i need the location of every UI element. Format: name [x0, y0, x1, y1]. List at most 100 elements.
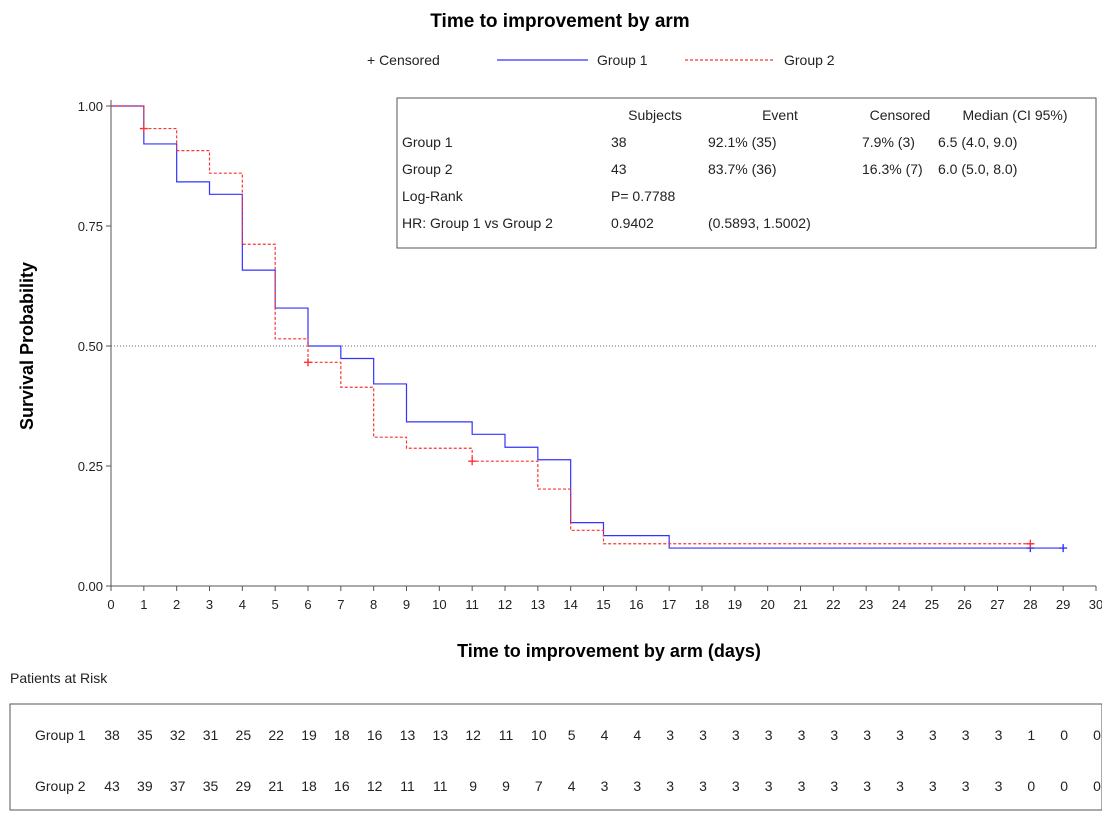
x-tick-label: 8 — [370, 597, 377, 612]
risk-count: 3 — [863, 727, 871, 743]
legend-label-group-2: Group 2 — [784, 52, 835, 68]
risk-count: 3 — [666, 727, 674, 743]
risk-count: 12 — [465, 727, 481, 743]
risk-count: 3 — [732, 778, 740, 794]
x-tick-label: 13 — [531, 597, 545, 612]
stats-cell: 43 — [611, 161, 627, 177]
risk-count: 32 — [170, 727, 186, 743]
x-tick-label: 19 — [728, 597, 742, 612]
stats-cell: (0.5893, 1.5002) — [708, 215, 811, 231]
risk-count: 9 — [469, 778, 477, 794]
stats-header: Median (CI 95%) — [962, 107, 1067, 123]
stats-cell: P= 0.7788 — [611, 188, 675, 204]
censor-mark — [1026, 539, 1035, 548]
x-tick-label: 21 — [793, 597, 807, 612]
risk-count: 4 — [633, 727, 641, 743]
x-tick-label: 20 — [760, 597, 774, 612]
risk-count: 11 — [499, 727, 514, 743]
risk-count: 21 — [268, 778, 284, 794]
x-tick-label: 25 — [925, 597, 939, 612]
stats-cell: 6.0 (5.0, 8.0) — [938, 161, 1017, 177]
risk-count: 38 — [104, 727, 120, 743]
x-tick-label: 15 — [596, 597, 610, 612]
x-tick-label: 6 — [304, 597, 311, 612]
stats-header: Event — [762, 107, 798, 123]
stats-cell: 6.5 (4.0, 9.0) — [938, 134, 1017, 150]
stats-table-cells: Subjects Event Censored Median (CI 95%) Grou… — [402, 107, 1068, 231]
legend-label-group-1: Group 1 — [597, 52, 648, 68]
x-tick-label: 29 — [1056, 597, 1070, 612]
y-tick-label: 0.75 — [78, 219, 103, 234]
risk-count: 5 — [568, 727, 576, 743]
risk-count: 43 — [104, 778, 120, 794]
risk-table-frame — [9, 703, 1102, 811]
risk-count: 31 — [203, 727, 219, 743]
stats-table: Subjects Event Censored Median (CI 95%) Grou… — [396, 97, 1097, 249]
stats-cell: 16.3% (7) — [862, 161, 923, 177]
risk-count: 1 — [1027, 727, 1035, 743]
risk-count: 3 — [863, 778, 871, 794]
x-tick-label: 4 — [239, 597, 246, 612]
risk-count: 3 — [732, 727, 740, 743]
risk-count: 3 — [929, 778, 937, 794]
risk-count: 16 — [367, 727, 383, 743]
survival-curve-group-2 — [111, 105, 1031, 545]
y-tick-label: 0.25 — [78, 459, 103, 474]
x-tick-label: 7 — [337, 597, 344, 612]
risk-count: 4 — [568, 778, 576, 794]
risk-count: 3 — [995, 778, 1003, 794]
axes: 0.000.250.500.751.000 1 2 3 4 5 6 7 8 9 10 11 12 13 14… — [78, 99, 1102, 612]
x-tick-label: 9 — [403, 597, 410, 612]
legend: + Censored Group 1 Group 2 — [367, 52, 835, 68]
risk-count: 16 — [334, 778, 350, 794]
x-tick-label: 22 — [826, 597, 840, 612]
x-tick-label: 17 — [662, 597, 676, 612]
risk-count: 3 — [798, 727, 806, 743]
risk-count: 13 — [400, 727, 416, 743]
risk-count: 3 — [896, 727, 904, 743]
risk-row-label: Group 2 — [35, 778, 86, 794]
y-tick-label: 0.00 — [78, 579, 103, 594]
risk-count: 19 — [301, 727, 317, 743]
x-tick-label: 0 — [107, 597, 114, 612]
stats-cell: Group 1 — [402, 134, 453, 150]
legend-censored: + Censored — [367, 52, 440, 68]
x-tick-label: 24 — [892, 597, 906, 612]
x-tick-label: 1 — [140, 597, 147, 612]
risk-count: 3 — [962, 778, 970, 794]
risk-count: 3 — [601, 778, 609, 794]
stats-cell: 83.7% (36) — [708, 161, 776, 177]
stats-cell: HR: Group 1 vs Group 2 — [402, 215, 553, 231]
x-axis-title: Time to improvement by arm (days) — [457, 641, 761, 661]
risk-count: 3 — [830, 727, 838, 743]
risk-count: 39 — [137, 778, 153, 794]
risk-count: 18 — [334, 727, 350, 743]
y-tick-label: 0.50 — [78, 339, 103, 354]
x-tick-label: 18 — [695, 597, 709, 612]
stats-cell: Log-Rank — [402, 188, 464, 204]
stats-header: Censored — [870, 107, 931, 123]
risk-count: 25 — [236, 727, 252, 743]
risk-count: 3 — [896, 778, 904, 794]
risk-count: 9 — [502, 778, 510, 794]
risk-count: 35 — [137, 727, 153, 743]
risk-count: 0 — [1027, 778, 1035, 794]
y-tick-label: 1.00 — [78, 99, 103, 114]
risk-count: 37 — [170, 778, 186, 794]
stats-cell: 7.9% (3) — [862, 134, 915, 150]
x-tick-label: 28 — [1023, 597, 1037, 612]
x-tick-label: 14 — [563, 597, 577, 612]
series-2 — [111, 105, 1035, 548]
risk-count: 10 — [531, 727, 547, 743]
risk-count: 0 — [1060, 778, 1068, 794]
risk-count: 3 — [699, 778, 707, 794]
risk-row-label: Group 1 — [35, 727, 86, 743]
x-tick-label: 10 — [432, 597, 446, 612]
x-tick-label: 12 — [498, 597, 512, 612]
stats-cell: 0.9402 — [611, 215, 654, 231]
risk-count: 3 — [765, 778, 773, 794]
x-tick-label: 23 — [859, 597, 873, 612]
risk-count: 3 — [666, 778, 674, 794]
x-tick-label: 16 — [629, 597, 643, 612]
